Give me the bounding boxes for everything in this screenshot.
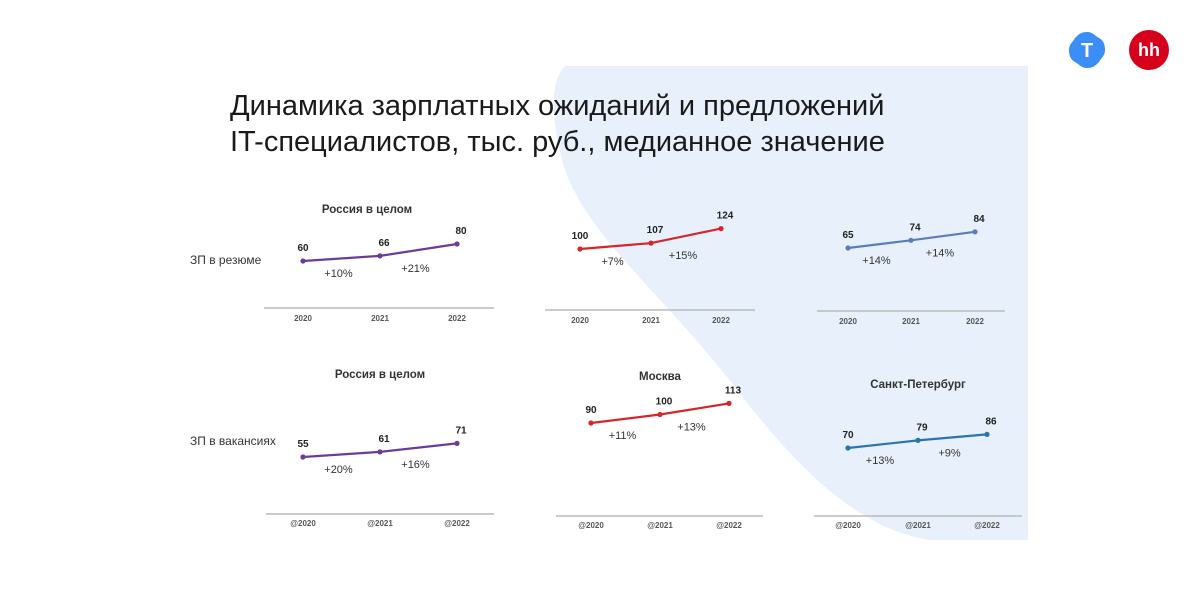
chart-6-point <box>984 431 990 437</box>
chart-6-change-label: +9% <box>938 447 961 459</box>
background-blue-shape <box>553 66 1028 540</box>
chart-5-tick-label: @2020 <box>578 521 604 530</box>
chart-3-data-label: 84 <box>973 214 985 225</box>
chart-2-data-label: 124 <box>717 211 734 222</box>
chart-5-change-label: +11% <box>609 430 637 442</box>
title-line-1: Динамика зарплатных ожиданий и предложен… <box>230 90 885 122</box>
chart-5-point <box>726 400 732 406</box>
chart-3-tick-label: 2021 <box>902 317 920 326</box>
chart-1-data-label: 80 <box>455 226 467 237</box>
chart-4-data-label: 71 <box>455 425 467 436</box>
chart-1-title: Россия в целом <box>322 204 412 216</box>
chart-4-point <box>377 449 383 455</box>
chart-3-data-label: 74 <box>909 222 921 233</box>
chart-5-data-label: 100 <box>656 397 673 408</box>
chart-6-data-label: 79 <box>916 422 928 433</box>
chart-4-title: Россия в целом <box>335 369 425 381</box>
title-line-2: IT-специалистов, тыс. руб., медианное зн… <box>230 126 885 158</box>
chart-4-point <box>454 440 460 446</box>
chart-6-data-label: 86 <box>985 416 997 427</box>
chart-4-data-label: 61 <box>378 434 390 445</box>
chart-2-data-label: 107 <box>647 225 664 236</box>
chart-4-tick-label: @2022 <box>444 519 470 528</box>
chart-5-data-label: 90 <box>585 405 597 416</box>
chart-6-tick-label: @2020 <box>835 521 861 530</box>
tech-logo-text: T <box>1081 40 1093 62</box>
hh-logo-icon: hh <box>1129 30 1169 70</box>
chart-4-data-label: 55 <box>297 439 309 450</box>
chart-1-data-label: 66 <box>378 238 390 249</box>
chart-1-point <box>300 258 306 264</box>
row-label-vacancies: ЗП в вакансиях <box>190 434 276 448</box>
chart-4-point <box>300 454 306 460</box>
chart-1-tick-label: 2020 <box>294 314 312 323</box>
chart-4-change-label: +20% <box>324 464 353 476</box>
chart-3-tick-label: 2020 <box>839 317 857 326</box>
chart-3-tick-label: 2022 <box>966 317 984 326</box>
chart-6-tick-label: @2021 <box>905 521 931 530</box>
chart-2-change-label: +7% <box>601 256 624 268</box>
chart-5-tick-label: @2022 <box>716 521 742 530</box>
chart-3-point <box>845 245 851 251</box>
chart-1-tick-label: 2021 <box>371 314 389 323</box>
chart-6-tick-label: @2022 <box>974 521 1000 530</box>
chart-2-change-label: +15% <box>669 250 698 262</box>
chart-4-change-label: +16% <box>401 459 430 471</box>
chart-6-change-label: +13% <box>866 455 895 467</box>
chart-1-data-label: 60 <box>297 243 309 254</box>
row-label-resume: ЗП в резюме <box>190 253 262 267</box>
chart-3-point <box>908 237 914 243</box>
chart-6-point <box>845 445 851 451</box>
chart-2-tick-label: 2022 <box>712 316 730 325</box>
chart-2-point <box>648 240 654 246</box>
chart-6-title: Санкт-Петербург <box>870 379 966 391</box>
chart-1-tick-label: 2022 <box>448 314 466 323</box>
chart-2-point <box>577 246 583 252</box>
chart-3-data-label: 65 <box>842 230 854 241</box>
chart-3-point <box>972 229 978 235</box>
chart-5-point <box>588 420 594 426</box>
chart-5-point <box>657 411 663 418</box>
chart-1-point <box>454 241 460 247</box>
tech-logo-icon: T <box>1067 30 1107 70</box>
chart-6-data-label: 70 <box>842 430 854 441</box>
chart-5-title: Москва <box>639 371 682 383</box>
chart-2-tick-label: 2021 <box>642 316 660 325</box>
chart-5-change-label: +13% <box>677 422 706 434</box>
page-title: Динамика зарплатных ожиданий и предложен… <box>230 88 990 160</box>
chart-3-change-label: +14% <box>862 255 891 267</box>
chart-2-data-label: 100 <box>572 231 589 242</box>
chart-1-change-label: +10% <box>324 268 353 280</box>
chart-1-point <box>377 253 383 259</box>
chart-5-data-label: 113 <box>725 385 742 396</box>
chart-4-tick-label: @2021 <box>367 519 393 528</box>
chart-3-change-label: +14% <box>926 247 955 259</box>
chart-2-tick-label: 2020 <box>571 316 589 325</box>
chart-2-point <box>718 226 724 232</box>
chart-4-tick-label: @2020 <box>290 519 316 528</box>
chart-6-point <box>915 437 921 443</box>
chart-1-change-label: +21% <box>401 263 430 275</box>
tech-logo-shape: T <box>1069 32 1105 68</box>
chart-5-tick-label: @2021 <box>647 521 673 530</box>
